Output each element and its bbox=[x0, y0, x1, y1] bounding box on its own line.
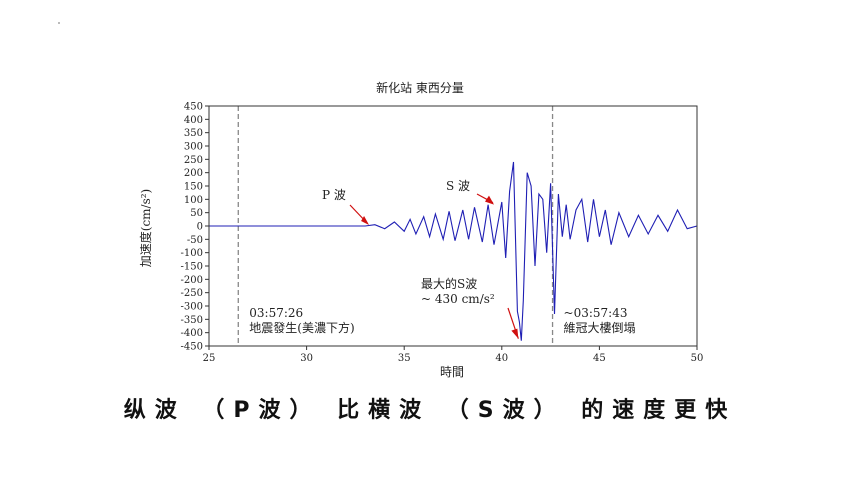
p-wave-arrowhead bbox=[361, 216, 370, 225]
plot-frame bbox=[208, 105, 698, 347]
chart-title: 新化站 東西分量 bbox=[376, 80, 464, 95]
x-tick-label: 45 bbox=[593, 353, 606, 364]
y-tick-label: -200 bbox=[181, 275, 203, 286]
y-tick-label: 50 bbox=[190, 208, 203, 219]
y-tick-label: -250 bbox=[181, 288, 203, 299]
caption: 纵波 （P波） 比横波 （S波） 的速度更快 bbox=[123, 398, 737, 423]
y-axis-label: 加速度(cm/s²) bbox=[138, 189, 153, 267]
y-tick-label: 150 bbox=[184, 182, 203, 193]
y-tick-label: 100 bbox=[184, 195, 203, 206]
y-tick-label: 200 bbox=[184, 168, 203, 179]
x-tick-label: 50 bbox=[691, 353, 704, 364]
y-tick-label: 0 bbox=[197, 222, 203, 233]
y-tick-label: 400 bbox=[184, 115, 203, 126]
s-wave-label: S 波 bbox=[446, 179, 470, 193]
event-description: 地震發生(美濃下方) bbox=[249, 320, 354, 335]
seismogram-chart: 新化站 東西分量 450 400 350 300 250 200 150 100 50 0 -50 -… bbox=[138, 80, 704, 379]
y-tick-label: -300 bbox=[181, 302, 203, 313]
y-tick-label: -150 bbox=[181, 262, 203, 273]
x-axis: 25 30 35 40 45 50 bbox=[203, 346, 704, 364]
x-tick-label: 30 bbox=[300, 353, 313, 364]
s-wave-arrowhead bbox=[484, 195, 494, 205]
event-time: 03:57:26 bbox=[249, 306, 303, 320]
max-s-wave-label: 最大的S波 bbox=[421, 276, 477, 291]
stray-dot bbox=[58, 22, 60, 24]
event-description: 維冠大樓倒塌 bbox=[564, 320, 636, 335]
y-axis: 450 400 350 300 250 200 150 100 50 0 -50 -100 -150 -2… bbox=[181, 102, 209, 353]
max-s-wave-arrowhead bbox=[511, 328, 519, 339]
p-wave-label: P 波 bbox=[322, 188, 346, 202]
event-time: ~03:57:43 bbox=[564, 306, 628, 320]
y-tick-label: -100 bbox=[181, 248, 203, 259]
x-tick-label: 35 bbox=[398, 353, 411, 364]
y-tick-label: 450 bbox=[184, 102, 203, 113]
y-tick-label: -400 bbox=[181, 328, 203, 339]
max-s-wave-value: ~ 430 cm/s² bbox=[421, 292, 495, 306]
y-tick-label: -50 bbox=[187, 235, 203, 246]
y-tick-label: -350 bbox=[181, 315, 203, 326]
y-tick-label: -450 bbox=[181, 342, 203, 353]
y-tick-label: 250 bbox=[184, 155, 203, 166]
y-tick-label: 300 bbox=[184, 142, 203, 153]
x-tick-label: 40 bbox=[495, 353, 508, 364]
y-tick-label: 350 bbox=[184, 128, 203, 139]
waveform-line bbox=[209, 161, 698, 341]
x-axis-label: 時間 bbox=[440, 365, 464, 379]
x-tick-label: 25 bbox=[203, 353, 216, 364]
